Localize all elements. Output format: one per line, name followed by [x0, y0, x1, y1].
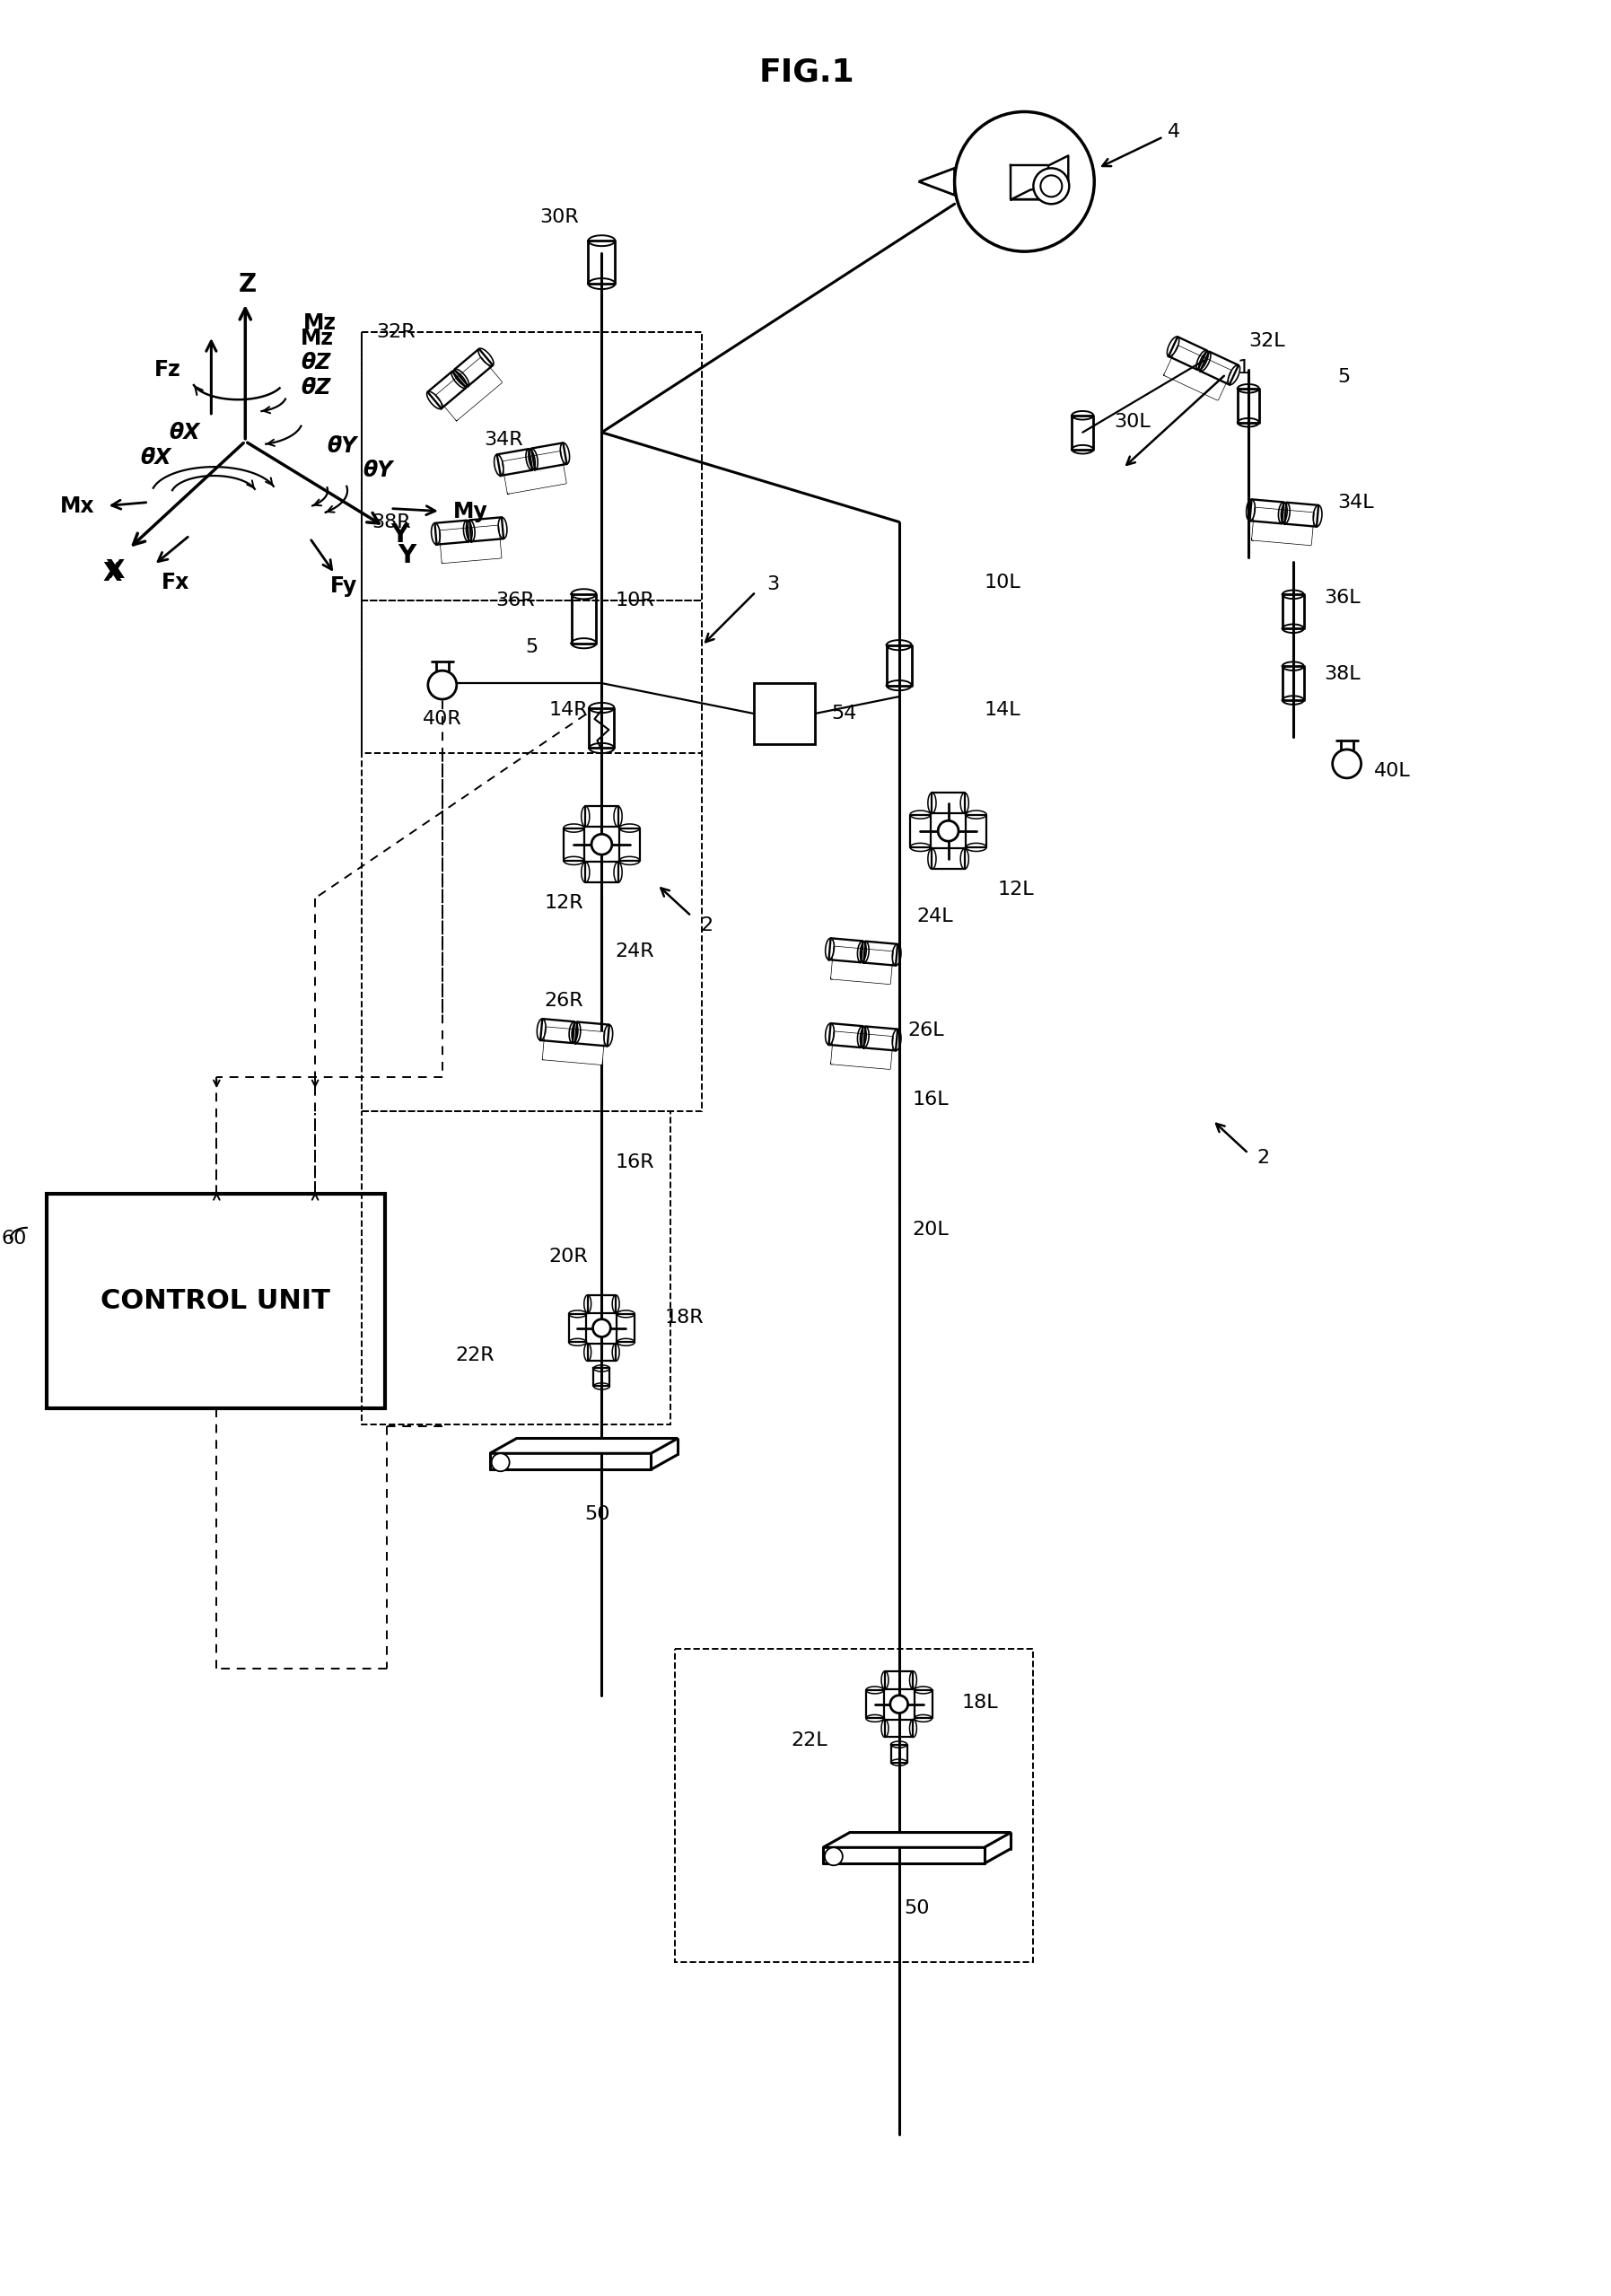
- Text: Mx: Mx: [60, 496, 95, 517]
- Text: 2: 2: [701, 916, 714, 934]
- Bar: [675, 1649, 1033, 1963]
- Bar: [47, 1194, 385, 1410]
- Polygon shape: [490, 1437, 678, 1453]
- Polygon shape: [437, 358, 501, 420]
- Text: 26L: 26L: [909, 1022, 944, 1040]
- Text: 60: 60: [2, 1228, 27, 1247]
- Text: Fx: Fx: [161, 572, 190, 595]
- Text: 10R: 10R: [615, 592, 654, 611]
- Circle shape: [1332, 748, 1361, 778]
- Text: 16R: 16R: [615, 1153, 654, 1171]
- Text: 38L: 38L: [1324, 666, 1361, 684]
- Text: Z: Z: [238, 271, 258, 296]
- Text: 54: 54: [831, 705, 857, 723]
- Circle shape: [891, 1694, 909, 1713]
- Circle shape: [1041, 174, 1062, 197]
- Circle shape: [593, 1320, 611, 1336]
- Text: 22L: 22L: [791, 1731, 828, 1750]
- Text: 50: 50: [585, 1506, 611, 1522]
- Text: Fz: Fz: [155, 358, 180, 381]
- Text: 3: 3: [767, 576, 780, 595]
- Text: 20L: 20L: [912, 1221, 949, 1238]
- Circle shape: [591, 833, 612, 854]
- Text: Y: Y: [390, 523, 409, 549]
- Text: X: X: [103, 560, 122, 585]
- Text: FIG.1: FIG.1: [759, 57, 854, 87]
- Polygon shape: [1165, 347, 1231, 400]
- Polygon shape: [831, 1033, 892, 1068]
- Polygon shape: [503, 452, 565, 494]
- Text: 34R: 34R: [483, 432, 524, 448]
- Bar: [362, 1111, 670, 1426]
- Text: 12L: 12L: [997, 879, 1034, 898]
- Text: 36L: 36L: [1324, 590, 1361, 606]
- Text: 32L: 32L: [1249, 333, 1284, 349]
- Circle shape: [955, 113, 1094, 253]
- Text: 20R: 20R: [549, 1247, 588, 1265]
- Polygon shape: [918, 168, 955, 195]
- Text: 10L: 10L: [984, 574, 1021, 592]
- Polygon shape: [543, 1029, 604, 1063]
- Text: CONTROL UNIT: CONTROL UNIT: [101, 1288, 330, 1313]
- Text: 30L: 30L: [1113, 413, 1150, 432]
- Text: 18R: 18R: [664, 1309, 704, 1327]
- Polygon shape: [831, 946, 892, 983]
- Text: My: My: [453, 501, 488, 521]
- Text: X: X: [106, 558, 126, 583]
- Circle shape: [1033, 168, 1070, 204]
- Polygon shape: [1253, 507, 1313, 544]
- Text: θZ: θZ: [301, 351, 330, 374]
- Bar: [754, 684, 815, 744]
- Text: 30R: 30R: [540, 209, 580, 227]
- Text: θ̇Y: θ̇Y: [327, 434, 358, 457]
- Text: Fy: Fy: [330, 576, 358, 597]
- Text: 16L: 16L: [912, 1091, 949, 1109]
- Bar: [362, 333, 702, 602]
- Text: θY: θY: [362, 459, 393, 480]
- Text: Mz: Mz: [301, 328, 333, 349]
- Text: 38R: 38R: [372, 512, 411, 530]
- Text: 1: 1: [1237, 358, 1250, 377]
- Circle shape: [491, 1453, 509, 1472]
- Bar: [362, 602, 702, 753]
- Text: 36R: 36R: [496, 592, 535, 611]
- Polygon shape: [440, 526, 501, 563]
- Text: 34L: 34L: [1337, 494, 1374, 512]
- Text: 40R: 40R: [422, 709, 462, 728]
- Text: 50: 50: [904, 1899, 930, 1917]
- Text: 18L: 18L: [962, 1694, 999, 1711]
- Text: 32R: 32R: [377, 324, 416, 342]
- Text: Mz: Mz: [303, 312, 337, 333]
- Text: θX: θX: [169, 422, 200, 443]
- Text: 24R: 24R: [615, 944, 654, 960]
- Circle shape: [938, 820, 959, 840]
- Text: 5: 5: [525, 638, 538, 657]
- Text: 4: 4: [1168, 124, 1181, 142]
- Text: 5: 5: [1337, 367, 1350, 386]
- Text: Y: Y: [398, 544, 416, 569]
- Text: θ̇Z: θ̇Z: [301, 377, 330, 400]
- Polygon shape: [823, 1832, 1012, 1848]
- Circle shape: [825, 1848, 843, 1864]
- Text: 2: 2: [1257, 1148, 1269, 1166]
- Text: 40L: 40L: [1374, 762, 1410, 781]
- Text: 14R: 14R: [549, 700, 588, 719]
- Text: 24L: 24L: [917, 907, 954, 925]
- Text: θ̇X: θ̇X: [140, 448, 171, 468]
- Text: 14L: 14L: [984, 700, 1021, 719]
- Text: 26R: 26R: [545, 992, 583, 1010]
- Bar: [362, 333, 702, 1111]
- Text: 12R: 12R: [545, 893, 583, 912]
- Circle shape: [429, 670, 456, 700]
- Text: 22R: 22R: [454, 1345, 495, 1364]
